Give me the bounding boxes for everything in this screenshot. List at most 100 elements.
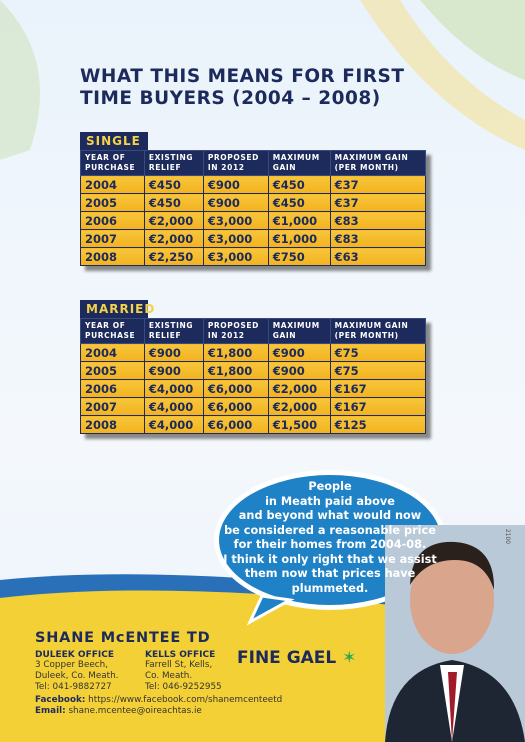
office: KELLS OFFICE Farrell St, Kells, Co. Meath.…: [145, 650, 247, 693]
cell: €2,250: [143, 247, 204, 266]
header-row: YEAR OF PURCHASE EXISTING RELIEF PROPOSED IN …: [80, 318, 427, 344]
cell: 2005: [80, 193, 145, 212]
column-header-line: PROPOSED: [207, 321, 259, 330]
column-header-line: (PER MONTH): [334, 331, 399, 340]
cell: €4,000: [143, 415, 204, 434]
cell: 2008: [80, 415, 145, 434]
table-label: MARRIED: [80, 300, 154, 318]
column-header-line: MAXIMUM GAIN: [334, 153, 409, 162]
office-line: Co. Meath.: [145, 671, 193, 681]
quote-line: for their homes from 2004-08.: [233, 538, 427, 551]
cell: €450: [143, 193, 204, 212]
header-row: YEAR OF PURCHASE EXISTING RELIEF PROPOSED IN …: [80, 150, 427, 176]
column-header-line: EXISTING: [148, 321, 194, 330]
table-block: SINGLE YEAR OF PURCHASE EXISTING RELIEF PROPO…: [80, 132, 427, 266]
table: YEAR OF PURCHASE EXISTING RELIEF PROPOSED IN …: [80, 318, 427, 434]
row: 2005 €450 €900 €450 €37: [80, 193, 427, 212]
cell: €450: [267, 175, 331, 194]
column-header-line: YEAR OF: [85, 153, 126, 162]
column-header: EXISTING RELIEF: [143, 150, 204, 176]
table-label: SINGLE: [80, 132, 148, 150]
office-line: Tel: 041-9882727: [35, 682, 112, 692]
email[interactable]: shane.mcentee@oireachtas.ie: [68, 706, 202, 716]
row: 2007 €2,000 €3,000 €1,000 €83: [80, 229, 427, 248]
row: 2007 €4,000 €6,000 €2,000 €167: [80, 397, 427, 416]
quote-line: be considered a reasonable price: [224, 523, 436, 537]
cell: €3,000: [202, 247, 269, 266]
row: 2004 €900 €1,800 €900 €75: [80, 343, 427, 362]
column-header-line: MAXIMUM GAIN: [334, 321, 409, 330]
cell: €4,000: [143, 397, 204, 416]
cell: €63: [329, 247, 427, 266]
cell: €167: [329, 397, 427, 416]
column-header-line: PROPOSED: [207, 153, 259, 162]
cell: €1,500: [267, 415, 331, 434]
column-header: PROPOSED IN 2012: [202, 318, 269, 344]
office-title: KELLS OFFICE: [145, 650, 216, 660]
column-header-line: IN 2012: [207, 163, 245, 172]
cell: €75: [329, 361, 427, 380]
row: 2008 €4,000 €6,000 €1,500 €125: [80, 415, 427, 434]
code: 2100: [504, 528, 512, 545]
column-header-line: PURCHASE: [85, 163, 136, 172]
column-header-line: YEAR OF: [85, 321, 126, 330]
column-header-line: GAIN: [272, 331, 297, 340]
column-header-line: MAXIMUM: [272, 321, 320, 330]
logo-text: FINE GAEL: [237, 648, 337, 668]
cell: €6,000: [202, 397, 269, 416]
column-header-line: RELIEF: [148, 331, 182, 340]
cell: 2007: [80, 229, 145, 248]
cell: €3,000: [202, 211, 269, 230]
cell: €1,800: [202, 343, 269, 362]
quote-line: in Meath paid above: [265, 494, 395, 508]
cell: €3,000: [202, 229, 269, 248]
title-line: TIME BUYERS (2004 – 2008): [80, 88, 381, 109]
quote: People in Meath paid above and beyond what…: [219, 480, 441, 596]
cell: €83: [329, 211, 427, 230]
office-line: 3 Copper Beech,: [35, 660, 108, 670]
quote-line: plummeted.: [291, 581, 369, 595]
column-header: YEAR OF PURCHASE: [80, 318, 145, 344]
column-header: MAXIMUM GAIN (PER MONTH): [329, 318, 427, 344]
cell: 2006: [80, 379, 145, 398]
title-line: WHAT THIS MEANS FOR FIRST: [80, 66, 405, 87]
quote-line: People: [308, 480, 352, 493]
name: SHANE McENTEE TD: [35, 630, 211, 646]
cell: 2005: [80, 361, 145, 380]
facebook-label: Facebook:: [35, 695, 86, 705]
cell: €167: [329, 379, 427, 398]
table: YEAR OF PURCHASE EXISTING RELIEF PROPOSED IN …: [80, 150, 427, 266]
row: 2006 €2,000 €3,000 €1,000 €83: [80, 211, 427, 230]
column-header: MAXIMUM GAIN: [267, 150, 331, 176]
cell: €6,000: [202, 379, 269, 398]
column-header-line: (PER MONTH): [334, 163, 399, 172]
column-header-line: IN 2012: [207, 331, 245, 340]
cell: €1,000: [267, 229, 331, 248]
office-title: DULEEK OFFICE: [35, 650, 114, 660]
facebook[interactable]: https://www.facebook.com/shanemcenteetd: [88, 695, 283, 705]
row: 2006 €4,000 €6,000 €2,000 €167: [80, 379, 427, 398]
row: 2004 €450 €900 €450 €37: [80, 175, 427, 194]
cell: €900: [267, 361, 331, 380]
cell: €900: [143, 343, 204, 362]
cell: €4,000: [143, 379, 204, 398]
cell: €1,000: [267, 211, 331, 230]
cell: 2006: [80, 211, 145, 230]
row: 2008 €2,250 €3,000 €750 €63: [80, 247, 427, 266]
cell: €6,000: [202, 415, 269, 434]
cell: €83: [329, 229, 427, 248]
cell: €37: [329, 175, 427, 194]
row: 2005 €900 €1,800 €900 €75: [80, 361, 427, 380]
cell: €1,800: [202, 361, 269, 380]
office-line: Duleek, Co. Meath.: [35, 671, 119, 681]
cell: 2004: [80, 343, 145, 362]
column-header: YEAR OF PURCHASE: [80, 150, 145, 176]
cell: €750: [267, 247, 331, 266]
office-line: Farrell St, Kells,: [145, 660, 213, 670]
column-header-line: EXISTING: [148, 153, 194, 162]
cell: €2,000: [143, 229, 204, 248]
table-block: MARRIED YEAR OF PURCHASE EXISTING RELIEF PROP…: [80, 300, 427, 434]
cell: €900: [202, 193, 269, 212]
